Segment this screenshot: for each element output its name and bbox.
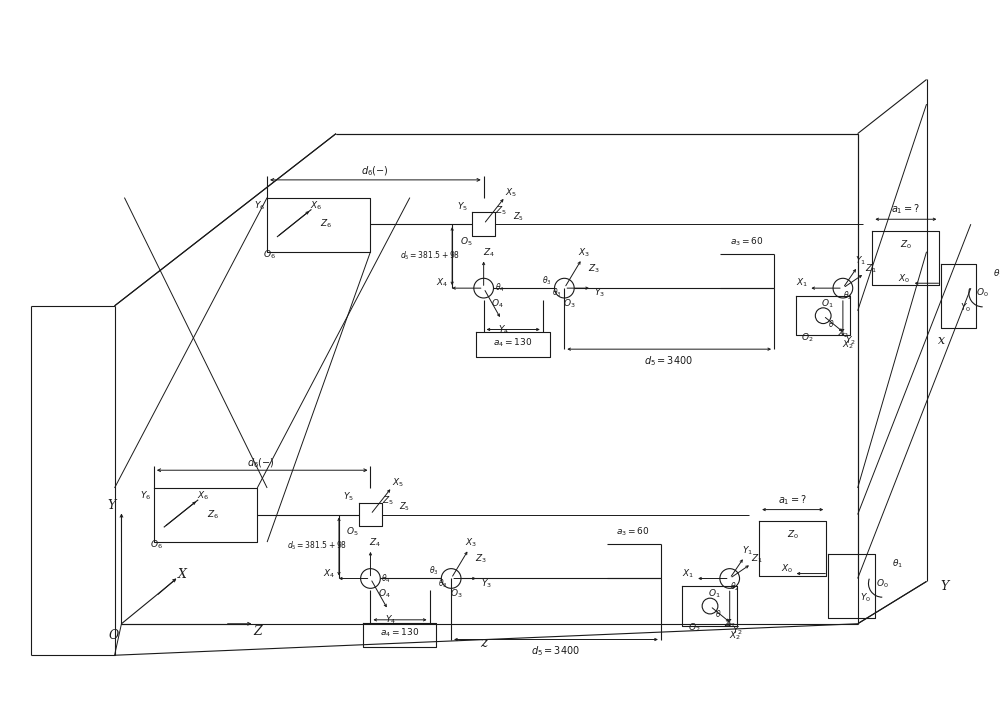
Text: $Y_4$: $Y_4$	[385, 613, 396, 626]
Text: $Z_5$: $Z_5$	[495, 204, 507, 216]
Text: $Z_1$: $Z_1$	[751, 553, 763, 565]
Text: O: O	[108, 629, 119, 642]
Text: $O_0$: $O_0$	[976, 287, 989, 299]
Text: $Z_1$: $Z_1$	[865, 262, 876, 275]
Text: $Z_0$: $Z_0$	[900, 239, 912, 251]
Text: $O_2$: $O_2$	[801, 331, 814, 344]
Text: $a_4=130$: $a_4=130$	[380, 626, 420, 639]
Text: $O_3$: $O_3$	[563, 298, 576, 310]
Text: $Z_0$: $Z_0$	[787, 529, 799, 541]
Text: $O_0$: $O_0$	[876, 577, 889, 590]
Text: $Y_5$: $Y_5$	[457, 200, 467, 213]
Text: $X_1$: $X_1$	[796, 277, 808, 290]
Text: $Y_0$: $Y_0$	[960, 301, 971, 314]
Text: $Z_2$: $Z_2$	[837, 327, 849, 339]
Text: $Y_6$: $Y_6$	[140, 490, 152, 502]
Text: $\theta_2$: $\theta_2$	[843, 290, 853, 302]
Text: $Y_4$: $Y_4$	[498, 324, 509, 336]
Text: $d_5=3400$: $d_5=3400$	[644, 354, 693, 368]
Text: z: z	[480, 636, 487, 651]
Text: $a_1=?$: $a_1=?$	[891, 203, 920, 216]
Text: x: x	[938, 334, 945, 347]
Text: $\theta_2$: $\theta_2$	[730, 580, 739, 592]
Text: $O_5$: $O_5$	[346, 526, 359, 539]
Text: $X_4$: $X_4$	[436, 277, 448, 290]
Text: $Y_5$: $Y_5$	[343, 490, 354, 503]
Text: $X_3$: $X_3$	[578, 247, 590, 259]
Text: $d_5=381.5+98$: $d_5=381.5+98$	[400, 249, 461, 262]
Text: $X_6$: $X_6$	[197, 490, 209, 502]
Text: $Y_0$: $Y_0$	[860, 592, 871, 605]
Text: Y: Y	[940, 580, 948, 593]
Text: $Z_3$: $Z_3$	[588, 262, 600, 275]
Text: $O_2$: $O_2$	[688, 621, 701, 634]
Text: $a_4=130$: $a_4=130$	[493, 336, 533, 349]
Text: $\theta_4$: $\theta_4$	[495, 282, 504, 294]
Text: $O_1$: $O_1$	[821, 298, 833, 310]
Text: $Y_6$: $Y_6$	[254, 199, 265, 211]
Text: $\theta_3$: $\theta_3$	[438, 577, 448, 590]
Text: $X_0$: $X_0$	[898, 272, 910, 285]
Text: $X_1$: $X_1$	[682, 567, 694, 580]
Text: $Z_5$: $Z_5$	[513, 210, 524, 223]
Text: $d_5=3400$: $d_5=3400$	[531, 644, 580, 658]
Text: $\theta_3$: $\theta_3$	[552, 287, 561, 299]
Text: $Z_2$: $Z_2$	[724, 618, 736, 630]
Text: $\theta_1$: $\theta_1$	[993, 267, 1000, 280]
Text: $O_5$: $O_5$	[460, 236, 472, 248]
Text: $Y_2$: $Y_2$	[732, 624, 743, 637]
Text: Y: Y	[107, 499, 116, 512]
Text: X: X	[178, 568, 187, 581]
Text: $Z_4$: $Z_4$	[483, 247, 495, 259]
Text: $\theta$: $\theta$	[828, 318, 834, 329]
Text: $\theta_3$: $\theta_3$	[542, 274, 551, 286]
Text: $X_5$: $X_5$	[505, 186, 517, 199]
Text: $d_5=381.5+98$: $d_5=381.5+98$	[287, 540, 347, 552]
Text: $X_2$: $X_2$	[842, 339, 854, 352]
Text: $O_4$: $O_4$	[378, 588, 391, 600]
Text: $X_4$: $X_4$	[323, 567, 335, 580]
Text: $O_1$: $O_1$	[708, 588, 720, 600]
Text: $d_6(-)$: $d_6(-)$	[361, 164, 388, 178]
Text: $X_0$: $X_0$	[781, 562, 793, 575]
Text: $X_2$: $X_2$	[729, 629, 741, 642]
Text: $Z_3$: $Z_3$	[475, 553, 487, 565]
Text: $\theta_1$: $\theta_1$	[892, 557, 903, 570]
Text: $X_5$: $X_5$	[392, 477, 404, 489]
Text: $O_4$: $O_4$	[491, 298, 504, 310]
Text: $O_3$: $O_3$	[450, 588, 462, 600]
Text: $a_3=60$: $a_3=60$	[616, 526, 650, 539]
Text: $Z_4$: $Z_4$	[369, 537, 381, 549]
Text: $d_6(-)$: $d_6(-)$	[247, 457, 275, 470]
Text: $X_3$: $X_3$	[465, 537, 477, 549]
Text: $Z_5$: $Z_5$	[399, 500, 410, 513]
Text: $O_6$: $O_6$	[150, 539, 162, 551]
Text: $Y_1$: $Y_1$	[855, 255, 866, 267]
Text: $Y_2$: $Y_2$	[845, 334, 856, 347]
Text: $Z_6$: $Z_6$	[207, 508, 219, 521]
Text: $Y_3$: $Y_3$	[594, 287, 605, 299]
Text: $Z_6$: $Z_6$	[320, 218, 332, 230]
Text: $Y_1$: $Y_1$	[742, 545, 753, 557]
Text: $\theta_3$: $\theta_3$	[429, 564, 438, 577]
Text: $X_6$: $X_6$	[310, 199, 322, 211]
Text: $a_1=?$: $a_1=?$	[778, 493, 807, 507]
Text: $\theta_4$: $\theta_4$	[381, 572, 391, 585]
Text: $a_3=60$: $a_3=60$	[730, 236, 763, 248]
Text: $Y_3$: $Y_3$	[481, 577, 492, 590]
Text: $Z_5$: $Z_5$	[382, 495, 394, 507]
Text: $O_6$: $O_6$	[263, 249, 276, 261]
Text: Z: Z	[253, 625, 262, 638]
Text: $\theta$: $\theta$	[715, 608, 721, 619]
